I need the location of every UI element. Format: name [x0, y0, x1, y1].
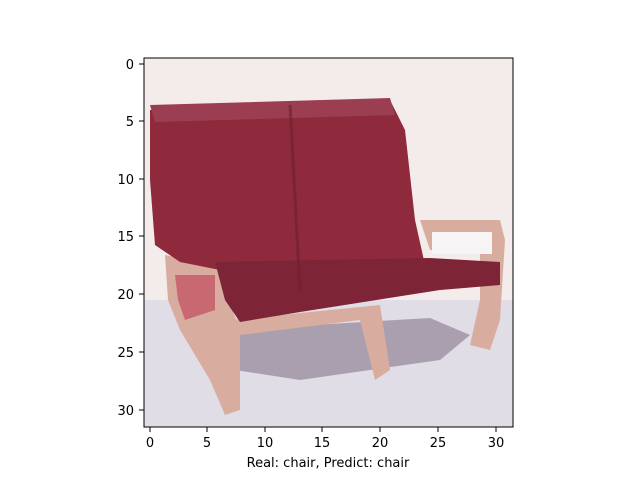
image-chair-frame-mid: [230, 305, 390, 380]
x-tick-label: 10: [257, 436, 274, 451]
x-tick-label: 25: [430, 436, 447, 451]
y-tick-label: 5: [126, 115, 134, 130]
x-axis-label: Real: chair, Predict: chair: [247, 456, 410, 471]
y-tick-label: 10: [117, 173, 134, 188]
image-chair-highlight: [175, 275, 215, 320]
y-axis: 0 5 10 15 20 25 30: [117, 58, 144, 419]
image-chair-top: [150, 98, 395, 122]
x-tick-label: 30: [488, 436, 505, 451]
y-tick-label: 20: [117, 288, 134, 303]
image-frame-panel: [432, 232, 492, 254]
image-chair-seat: [215, 258, 500, 322]
x-axis: 0 5 10 15 20 25 30: [146, 427, 504, 451]
image-chair-shadow: [228, 318, 470, 380]
axes-frame: [143, 57, 514, 428]
y-tick-label: 0: [126, 58, 134, 73]
y-tick-label: 25: [117, 346, 134, 361]
x-tick-label: 15: [314, 436, 331, 451]
y-tick-label: 15: [117, 230, 134, 245]
x-tick-label: 5: [203, 436, 211, 451]
image-chair-seam: [288, 104, 302, 291]
y-tick-label: 30: [117, 404, 134, 419]
image-area: [144, 58, 513, 427]
x-tick-label: 0: [146, 436, 154, 451]
x-tick-label: 20: [372, 436, 389, 451]
image-chair-back: [150, 100, 430, 290]
